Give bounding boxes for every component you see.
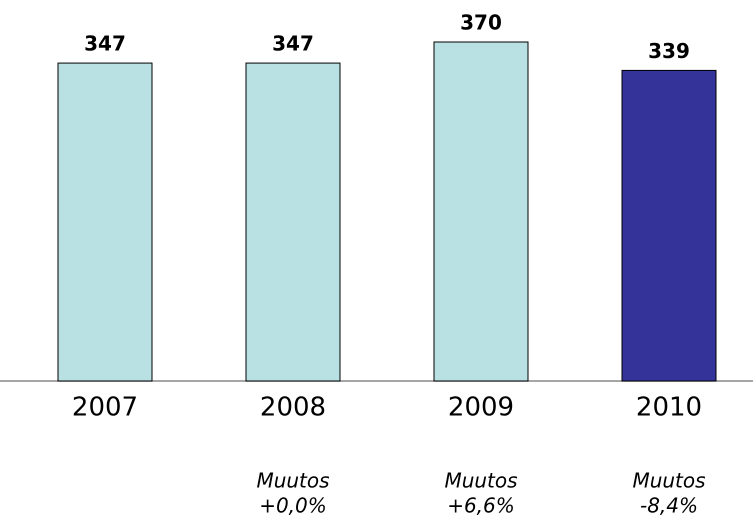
change-note: Muutos [632, 469, 705, 493]
value-label: 347 [272, 32, 314, 56]
bar [245, 62, 341, 382]
bar [621, 69, 717, 382]
change-note: -8,4% [640, 494, 698, 518]
x-tick-label: 2009 [448, 393, 514, 423]
value-label: 370 [460, 11, 502, 35]
change-note: Muutos [444, 469, 517, 493]
x-tick-label: 2010 [636, 393, 702, 423]
change-note: Muutos [256, 469, 329, 493]
change-note: +6,6% [447, 494, 515, 518]
bar [433, 41, 529, 382]
value-label: 347 [84, 32, 126, 56]
x-tick-label: 2008 [260, 393, 326, 423]
bar [57, 62, 153, 382]
x-tick-label: 2007 [72, 393, 138, 423]
value-label: 339 [648, 39, 690, 63]
change-note: +0,0% [259, 494, 327, 518]
